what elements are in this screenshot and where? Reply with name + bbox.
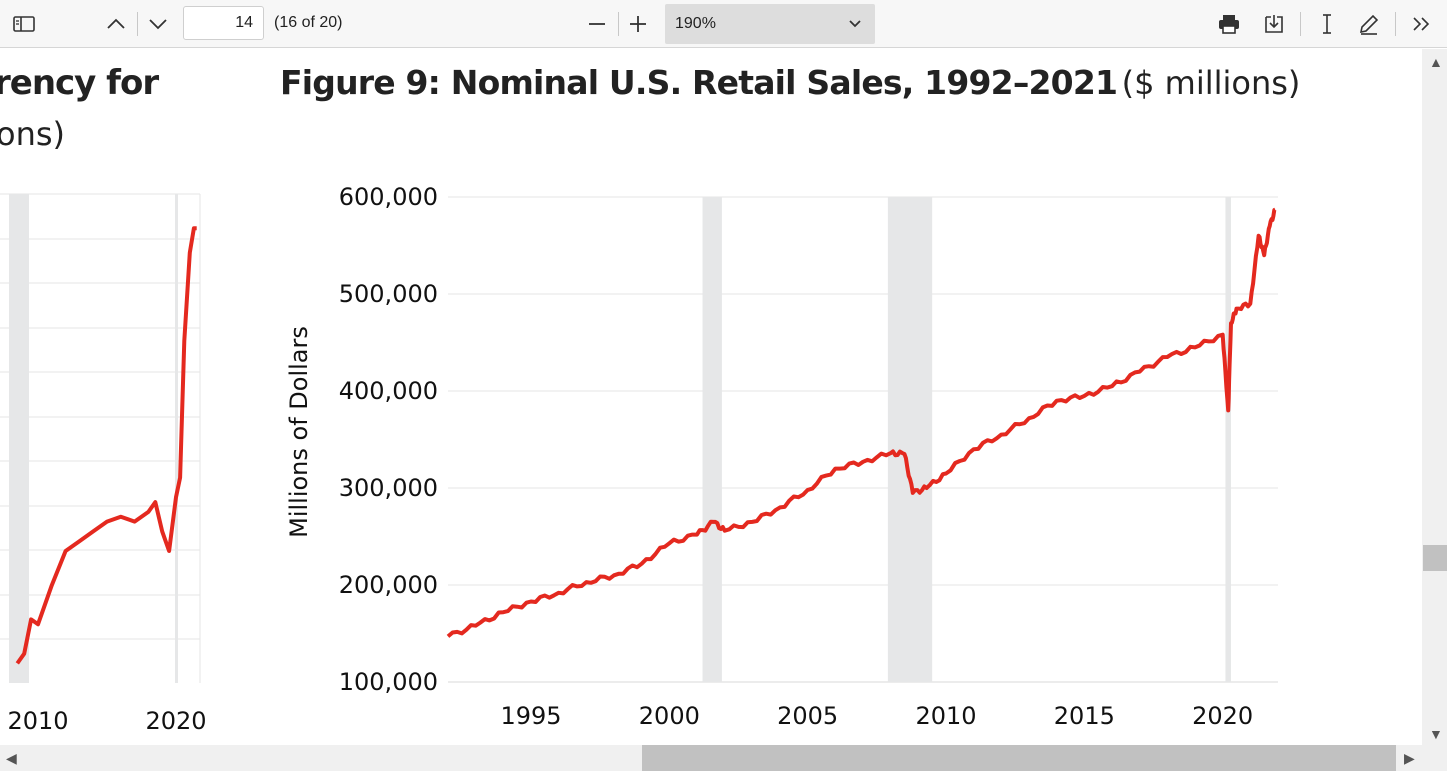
x-tick-label: 2005 [777,702,838,730]
next-page-button[interactable] [142,8,174,40]
zoom-level-value: 190% [675,15,716,32]
left-partial-chart: 2010 2020 [0,193,207,735]
scroll-right-arrow-icon[interactable]: ▶ [1404,750,1415,766]
figure-title-main: Figure 9: Nominal U.S. Retail Sales, 199… [280,63,1118,102]
y-axis-ticks: 100,000 200,000 300,000 400,000 500,000 600,0… [339,183,438,696]
previous-page-button[interactable] [100,8,132,40]
x-tick-label: 2010 [915,702,976,730]
recession-bands [702,197,1231,682]
left-figure-title-fragment: rency for [0,63,159,103]
recession-band [702,197,722,682]
retail-sales-chart: 100,000 200,000 300,000 400,000 500,000 600,0… [285,183,1278,730]
scrollbar-corner [1422,745,1447,771]
left-series-line [15,226,197,665]
left-data-line [15,226,197,665]
left-figure-unit-fragment: ons) [0,115,66,153]
figure-title: Figure 9: Nominal U.S. Retail Sales, 199… [280,63,1300,102]
recession-band [887,197,933,682]
x-tick-label: 2020 [145,707,206,735]
zoom-out-button[interactable] [581,8,613,40]
y-tick-label: 500,000 [339,280,438,308]
chevron-down-icon [849,20,861,28]
text-select-icon[interactable] [1311,8,1343,40]
x-tick-label: 2010 [7,707,68,735]
y-tick-label: 600,000 [339,183,438,211]
x-tick-label: 2000 [639,702,700,730]
series-line [446,207,1277,638]
scroll-up-arrow-icon[interactable]: ▲ [1429,54,1443,70]
toolbar-divider [1395,12,1396,36]
y-tick-label: 400,000 [339,377,438,405]
zoom-in-button[interactable] [622,8,654,40]
recession-band [175,194,178,683]
chart-grid [448,196,1278,683]
horizontal-scroll-thumb[interactable] [642,745,1396,771]
y-tick-label: 100,000 [339,668,438,696]
toolbar-divider [618,12,619,36]
scroll-left-arrow-icon[interactable]: ◀ [6,750,17,766]
retail-sales-series [446,207,1277,638]
left-grid [0,193,201,683]
print-icon[interactable] [1213,8,1245,40]
x-tick-label: 1995 [500,702,561,730]
sidebar-toggle-icon[interactable] [8,8,40,40]
document-page: rency for ons) Figure 9: Nominal U.S. Re… [0,49,1422,745]
zoom-level-select[interactable]: 190% [665,4,875,44]
x-tick-label: 2020 [1192,702,1253,730]
draw-pen-icon[interactable] [1353,8,1385,40]
x-tick-label: 2015 [1054,702,1115,730]
recession-band [9,194,29,683]
y-tick-label: 200,000 [339,571,438,599]
toolbar-divider [137,12,138,36]
toolbar-divider [1300,12,1301,36]
page-number-input[interactable] [183,6,264,40]
save-download-icon[interactable] [1258,8,1290,40]
more-tools-chevron-icon[interactable] [1406,8,1438,40]
x-axis-ticks: 1995 2000 2005 2010 2015 2020 [500,702,1253,730]
scroll-down-arrow-icon[interactable]: ▼ [1429,726,1443,742]
vertical-scrollbar[interactable] [1422,49,1447,745]
recession-band [1225,197,1231,682]
vertical-scroll-thumb[interactable] [1423,545,1447,571]
y-tick-label: 300,000 [339,474,438,502]
pdf-toolbar: (16 of 20) 190% [0,0,1447,48]
page-count-label: (16 of 20) [274,14,343,31]
figure-title-unit: ($ millions) [1121,64,1301,102]
y-axis-label: Millions of Dollars [285,326,313,538]
